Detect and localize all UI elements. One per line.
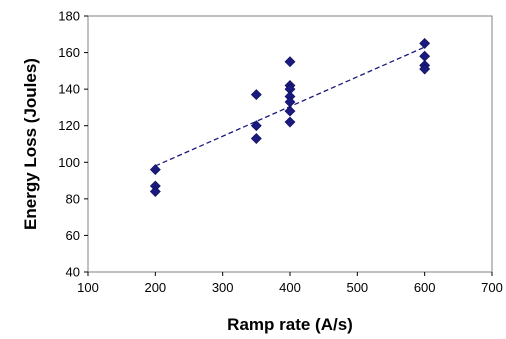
- plot-area: [87, 15, 493, 273]
- data-point: [284, 96, 296, 108]
- x-tick-label: 400: [279, 280, 301, 295]
- data-point: [284, 56, 296, 68]
- x-tick-label: 700: [481, 280, 503, 295]
- data-point: [250, 120, 262, 132]
- data-point: [419, 50, 431, 62]
- y-tick-label: 100: [58, 155, 80, 170]
- data-point: [419, 38, 431, 49]
- data-point: [149, 164, 161, 176]
- y-tick-label: 60: [66, 228, 80, 243]
- data-point: [419, 63, 431, 75]
- y-tick-label: 160: [58, 45, 80, 60]
- x-tick-label: 600: [414, 280, 436, 295]
- y-tick-label: 80: [66, 191, 80, 206]
- y-tick-label: 120: [58, 118, 80, 133]
- y-tick-label: 180: [58, 9, 80, 24]
- data-point: [284, 116, 296, 128]
- data-point: [149, 186, 161, 197]
- data-point: [250, 89, 262, 101]
- data-point: [250, 133, 262, 144]
- y-tick-label: 40: [66, 265, 80, 280]
- data-point: [284, 105, 296, 117]
- x-axis: 100 200 300 400 500 600 700: [77, 272, 503, 295]
- y-axis: 40 60 80 100 120 140 160 180: [58, 9, 88, 280]
- x-tick-label: 200: [144, 280, 166, 295]
- data-points: [149, 38, 431, 197]
- plot-border: [87, 15, 493, 273]
- x-axis-title: Ramp rate (A/s): [227, 315, 353, 334]
- x-tick-label: 500: [346, 280, 368, 295]
- x-tick-label: 300: [212, 280, 234, 295]
- y-axis-title: Energy Loss (Joules): [21, 58, 40, 230]
- x-tick-label: 100: [77, 280, 99, 295]
- y-tick-label: 140: [58, 82, 80, 97]
